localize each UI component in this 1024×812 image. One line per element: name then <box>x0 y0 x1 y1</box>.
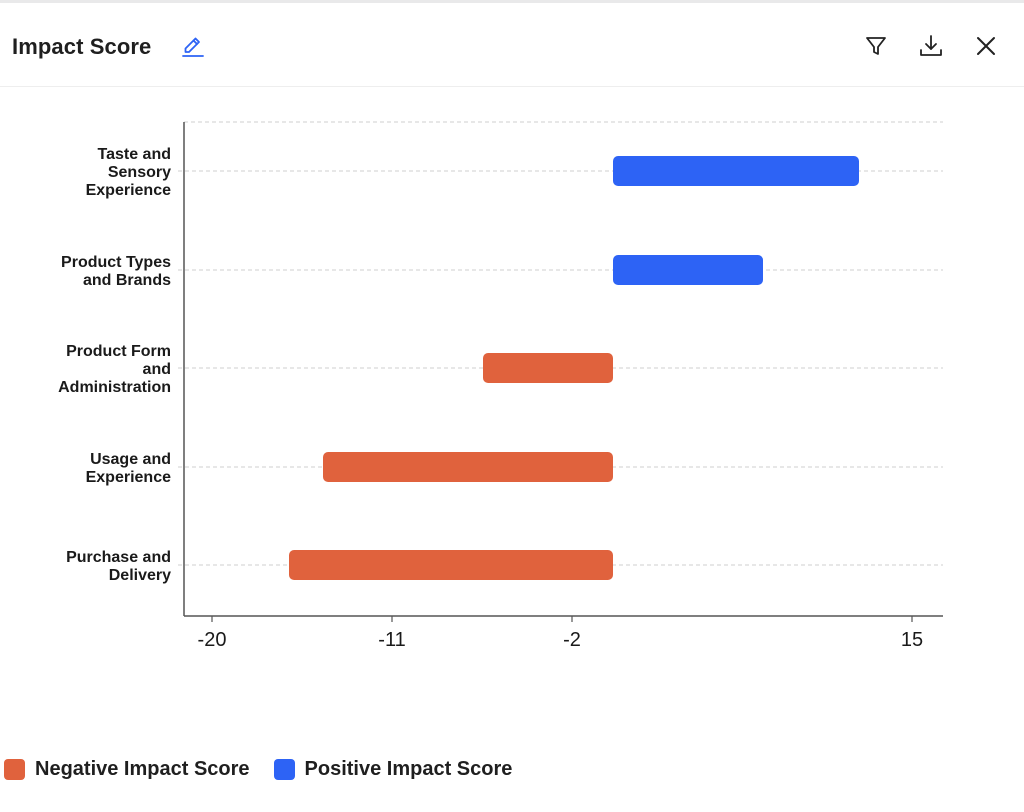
y-tick-label: Experience <box>86 469 171 486</box>
x-tick-label: 15 <box>901 629 923 651</box>
y-tick-label: and <box>143 361 171 378</box>
y-tick-label: Product Types <box>61 254 171 271</box>
chart-legend: Negative Impact Score Positive Impact Sc… <box>4 756 536 782</box>
dialog-header: Impact Score <box>0 3 1024 87</box>
pencil-icon[interactable] <box>181 34 205 58</box>
close-icon[interactable] <box>973 33 999 59</box>
y-tick-label: Administration <box>58 379 171 396</box>
page-title: Impact Score <box>12 34 152 59</box>
negative-bar <box>483 353 613 383</box>
filter-icon[interactable] <box>863 33 889 59</box>
y-tick-label: Purchase and <box>66 549 171 566</box>
legend-item-negative[interactable]: Negative Impact Score <box>4 758 250 781</box>
legend-label-negative: Negative Impact Score <box>35 757 250 780</box>
impact-score-chart: Taste and Sensory Experience Product Types a… <box>0 88 1024 708</box>
y-tick-label: Sensory <box>108 164 171 181</box>
y-tick-label: Usage and <box>90 451 171 468</box>
legend-swatch-positive <box>273 758 295 780</box>
download-icon[interactable] <box>918 33 944 59</box>
window-top-edge <box>0 0 1024 3</box>
y-tick-label: Delivery <box>109 567 171 584</box>
y-tick-label: and Brands <box>83 272 171 289</box>
negative-bar <box>289 550 613 580</box>
y-tick-label: Taste and <box>98 146 172 163</box>
legend-swatch-negative <box>4 758 25 780</box>
legend-item-positive[interactable]: Positive Impact Score <box>273 757 513 781</box>
y-tick-label: Product Form <box>66 343 171 360</box>
positive-bar <box>613 156 859 186</box>
legend-label-positive: Positive Impact Score <box>304 757 513 780</box>
positive-bar <box>613 255 763 285</box>
y-tick-label: Experience <box>86 182 171 199</box>
x-tick-label: -20 <box>198 629 227 651</box>
x-tick-label: -2 <box>563 629 581 651</box>
x-tick-label: -11 <box>378 629 405 651</box>
negative-bar <box>323 452 613 482</box>
